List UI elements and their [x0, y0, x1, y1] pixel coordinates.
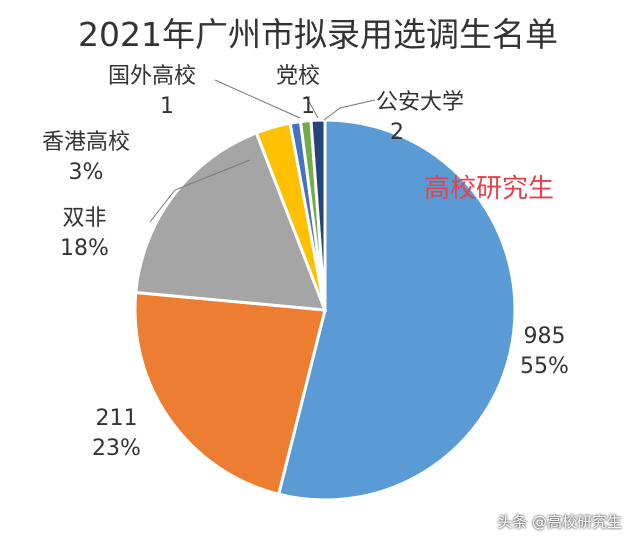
- watermark: 高校研究生: [424, 174, 555, 204]
- leader-line-2: [305, 95, 319, 119]
- pie-slice-2: [134, 130, 328, 312]
- label-foreign: 国外高校 1: [108, 64, 197, 119]
- leader-line-3: [323, 99, 376, 121]
- label-shuangfei: 双非 18%: [60, 206, 109, 261]
- label-party-school: 党校 1: [276, 64, 321, 119]
- credit: 头条 @高校研究生: [497, 513, 622, 531]
- label-hk: 香港高校 3%: [42, 130, 131, 185]
- leader-line-1: [214, 79, 301, 119]
- pie-slice-0: [276, 118, 517, 502]
- pie-slice-1: [133, 290, 327, 497]
- chart-title: 2021年广州市拟录用选调生名单: [78, 15, 558, 54]
- pie-slice-6: [309, 118, 327, 311]
- leader-line-0: [149, 159, 251, 223]
- label-985: 985 55%: [520, 324, 569, 379]
- label-211: 211 23%: [92, 406, 141, 461]
- label-police-univ: 公安大学 2: [376, 90, 465, 145]
